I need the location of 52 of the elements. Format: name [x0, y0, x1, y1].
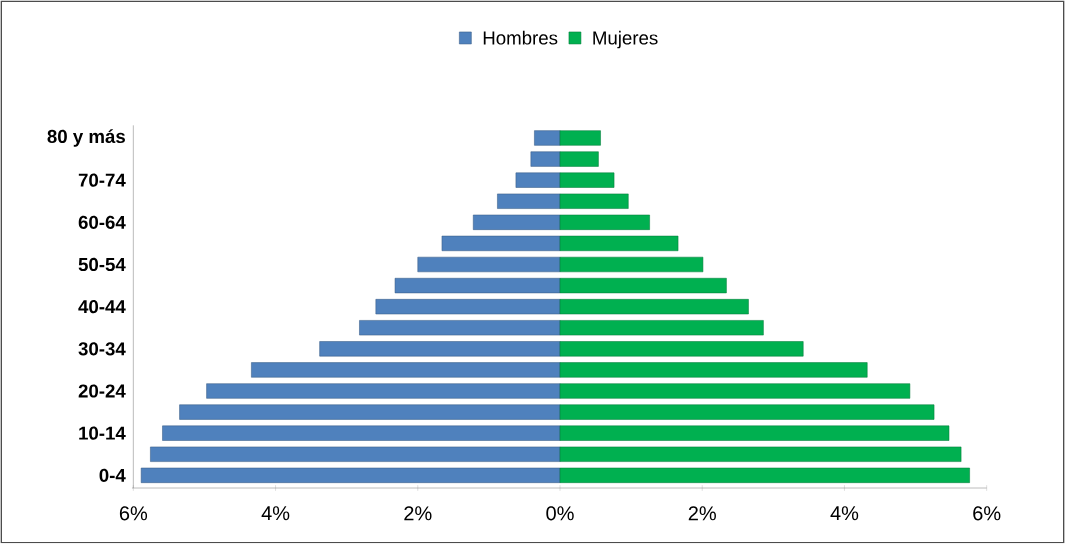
x-tick-label: 4% [830, 506, 859, 521]
bar [559, 172, 615, 188]
bar [472, 214, 561, 230]
bar [534, 130, 561, 146]
bar [417, 256, 561, 273]
bar [530, 151, 561, 167]
bar [559, 299, 749, 315]
bar [559, 256, 704, 273]
bar [559, 151, 599, 167]
y-tick-label: 50-54 [78, 257, 126, 272]
y-tick-label: 40-44 [78, 300, 126, 314]
bar [441, 235, 561, 252]
x-tick-label: 2% [404, 506, 432, 521]
bar [559, 446, 962, 462]
y-tick-label: 0-4 [99, 468, 126, 482]
x-tick-label: 6% [119, 506, 148, 521]
y-tick-label: 30-34 [78, 342, 126, 356]
bar [162, 425, 561, 441]
y-tick-label: 70-74 [78, 173, 126, 187]
bar [179, 404, 561, 420]
bar [319, 341, 561, 357]
y-tick-label: 60-64 [78, 215, 126, 229]
bar [559, 214, 650, 230]
bar [251, 362, 561, 378]
y-tick-label: 80 y más [47, 129, 125, 147]
bar [559, 277, 727, 294]
bar [359, 320, 561, 336]
bar [140, 467, 561, 483]
x-tick-label: 0% [546, 506, 574, 521]
bar [559, 404, 935, 420]
bar [206, 383, 561, 399]
bar [559, 193, 629, 209]
bar [375, 299, 561, 315]
y-tick-label: 10-14 [79, 426, 126, 440]
x-tick-label: 2% [688, 506, 716, 521]
bar [559, 130, 601, 146]
bar [559, 235, 679, 252]
bar [559, 320, 764, 336]
bar [559, 341, 804, 357]
bar [559, 425, 950, 441]
bar [559, 362, 868, 378]
x-tick-label: 6% [973, 506, 1001, 521]
bar [394, 277, 561, 294]
bar [150, 446, 561, 462]
bar [497, 193, 561, 209]
bar [559, 467, 970, 483]
bar [559, 383, 911, 399]
legend-label: Mujeres [593, 30, 658, 49]
x-tick-label: 4% [261, 506, 290, 521]
y-tick-label: 20-24 [78, 384, 126, 398]
bar [515, 172, 561, 188]
legend-label: Hombres [483, 30, 558, 45]
